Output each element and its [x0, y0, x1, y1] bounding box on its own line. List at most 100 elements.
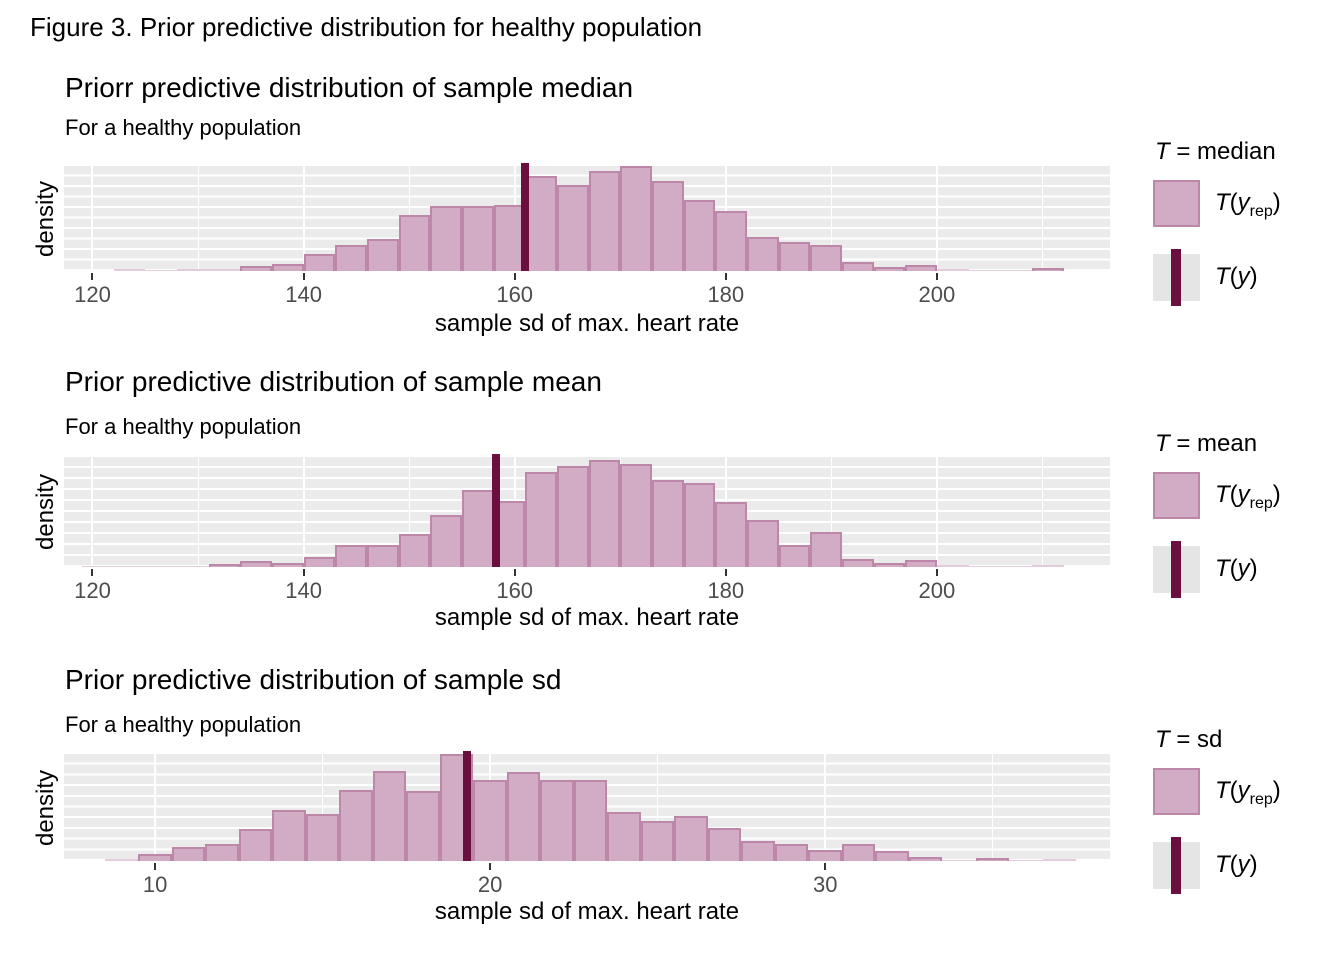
legend-title: T = sd — [1155, 726, 1223, 753]
histogram-bar — [305, 814, 340, 861]
minor-gridline — [657, 754, 659, 861]
histogram-bar — [841, 262, 874, 271]
x-axis-tick — [724, 569, 727, 576]
histogram-bar — [240, 561, 272, 567]
histogram-bar — [171, 847, 206, 861]
histogram-bar — [908, 857, 943, 861]
chart-title: Prior predictive distribution of sample … — [65, 664, 562, 695]
histogram-bar — [240, 266, 272, 271]
x-axis-tick — [724, 273, 727, 280]
histogram-bar — [936, 565, 969, 567]
histogram-bar — [335, 245, 367, 271]
major-gridline — [935, 457, 938, 567]
histogram-bar — [873, 563, 906, 567]
histogram-bar — [1009, 860, 1043, 861]
histogram-bar — [741, 841, 775, 861]
legend-title: T = mean — [1155, 430, 1258, 457]
legend-observed-line-glyph — [1171, 541, 1181, 598]
histogram-bar — [620, 464, 652, 567]
histogram-bar — [746, 520, 779, 567]
observed-stat-line — [491, 454, 500, 567]
minor-gridline — [197, 457, 199, 567]
histogram-bar — [525, 176, 557, 271]
histogram-bar — [905, 560, 937, 567]
chart-title: Priorr predictive distribution of sample… — [65, 72, 634, 103]
histogram-bar — [104, 859, 139, 861]
histogram-bar — [1031, 268, 1064, 271]
major-gridline — [302, 457, 305, 567]
major-gridline — [935, 166, 938, 271]
histogram-bar — [778, 242, 811, 271]
histogram-bar — [339, 790, 373, 861]
histogram-bar — [366, 239, 399, 271]
x-axis-tick — [935, 273, 938, 280]
x-axis-tick-label: 200 — [918, 578, 956, 603]
legend-key-y-line — [1153, 249, 1200, 306]
histogram-bar — [875, 851, 909, 861]
x-axis-tick-label: 120 — [74, 282, 111, 307]
major-gridline — [302, 166, 305, 271]
histogram-bar — [540, 780, 574, 861]
histogram-bar — [715, 502, 747, 567]
legend-key-yrep-swatch — [1153, 768, 1200, 815]
legend-item-label: T(y) — [1215, 555, 1258, 582]
legend-item-label: T(y) — [1215, 263, 1258, 290]
histogram-bar — [145, 270, 177, 271]
histogram-bar — [873, 267, 906, 271]
histogram-bar — [810, 245, 842, 271]
chart-subtitle: For a healthy population — [65, 115, 302, 140]
x-axis-tick — [302, 569, 305, 576]
x-axis-tick-label: 160 — [496, 282, 534, 307]
histogram-bar — [205, 844, 239, 861]
minor-gridline — [197, 166, 199, 271]
histogram-bar — [271, 563, 304, 567]
minor-gridline — [830, 457, 832, 567]
x-axis-label: sample sd of max. heart rate — [434, 604, 740, 631]
histogram-bar — [145, 566, 177, 567]
histogram-bar — [1042, 859, 1077, 861]
chart-subtitle: For a healthy population — [65, 712, 302, 737]
histogram-bar — [493, 205, 526, 271]
histogram-bar — [588, 171, 621, 271]
histogram-bar — [968, 566, 1001, 567]
histogram-bar — [810, 532, 842, 567]
observed-stat-line — [521, 163, 530, 271]
histogram-bar — [975, 858, 1010, 861]
histogram-bar — [707, 828, 742, 861]
observed-stat-line — [462, 751, 471, 861]
x-axis-tick-label: 20 — [477, 872, 503, 897]
histogram-bar — [905, 265, 937, 271]
x-axis-tick-label: 140 — [285, 578, 322, 603]
major-gridline — [91, 166, 94, 271]
major-gridline — [154, 754, 157, 861]
minor-gridline — [830, 166, 832, 271]
histogram-bar — [398, 534, 431, 567]
histogram-bar — [607, 812, 641, 861]
x-axis-tick — [513, 273, 516, 280]
legend-key-yrep-swatch — [1153, 180, 1200, 227]
histogram-bar — [774, 844, 809, 861]
legend-item-label: T(yrep) — [1215, 777, 1281, 808]
histogram-bar — [372, 771, 407, 861]
histogram-bar — [208, 564, 241, 567]
histogram-bar — [81, 566, 114, 567]
x-axis-label: sample sd of max. heart rate — [434, 898, 740, 925]
histogram-bar — [113, 269, 146, 271]
histogram-bar — [942, 860, 976, 861]
histogram-bar — [1031, 565, 1064, 567]
histogram-bar — [936, 269, 969, 271]
x-axis-tick-label: 10 — [142, 872, 168, 897]
x-axis-tick — [489, 863, 492, 870]
x-axis-tick-label: 140 — [285, 282, 322, 307]
histogram-bar — [398, 215, 431, 271]
minor-gridline — [322, 754, 324, 861]
minor-gridline — [1041, 166, 1043, 271]
major-gridline — [91, 457, 94, 567]
legend-key-y-line — [1153, 837, 1200, 894]
histogram-bar — [1000, 566, 1032, 567]
histogram-bar — [176, 566, 209, 567]
histogram-bar — [556, 466, 589, 567]
x-axis-tick-label: 120 — [74, 578, 111, 603]
histogram-bar — [303, 557, 336, 567]
histogram-bar — [746, 237, 779, 271]
